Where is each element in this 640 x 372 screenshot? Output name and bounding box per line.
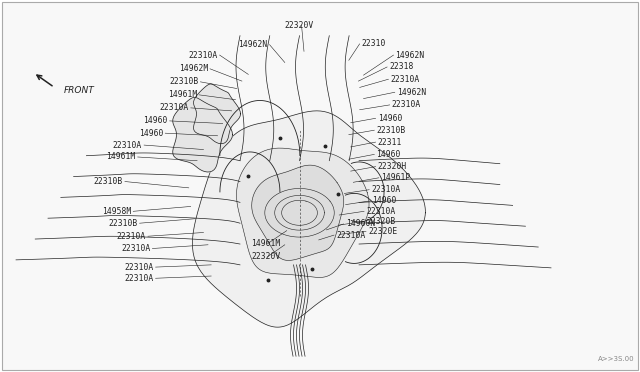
Text: 22310A: 22310A <box>188 51 218 60</box>
Text: 14961P: 14961P <box>381 173 410 182</box>
Text: 22320E: 22320E <box>368 227 397 236</box>
Polygon shape <box>193 111 426 327</box>
Text: 14960: 14960 <box>143 116 168 125</box>
Text: 14960: 14960 <box>376 150 401 159</box>
Text: 22310A: 22310A <box>116 232 146 241</box>
Text: 14961M: 14961M <box>251 239 280 248</box>
Text: 22310A: 22310A <box>113 141 142 150</box>
Text: 14961M: 14961M <box>106 153 136 161</box>
Text: 22320B: 22320B <box>366 217 396 226</box>
Text: 14962N: 14962N <box>397 88 426 97</box>
Text: 14960: 14960 <box>139 129 163 138</box>
Text: 22310A: 22310A <box>390 75 420 84</box>
Text: 14960N: 14960N <box>346 219 375 228</box>
Text: 22310A: 22310A <box>121 244 150 253</box>
Text: 22310A: 22310A <box>371 185 401 194</box>
Text: 14962N: 14962N <box>396 51 425 60</box>
Text: 22310A: 22310A <box>159 103 189 112</box>
Polygon shape <box>237 148 369 278</box>
Text: 14961M: 14961M <box>168 90 197 99</box>
Text: 22318: 22318 <box>389 62 413 71</box>
Polygon shape <box>173 97 232 172</box>
Text: 22310A: 22310A <box>392 100 421 109</box>
Text: 22310A: 22310A <box>124 263 154 272</box>
Polygon shape <box>193 84 241 144</box>
Text: 22320V: 22320V <box>251 252 280 261</box>
Text: 22310B: 22310B <box>108 219 138 228</box>
Text: 14960: 14960 <box>378 114 402 123</box>
Text: 22310: 22310 <box>362 39 386 48</box>
Text: 22310A: 22310A <box>124 274 154 283</box>
Text: 22310B: 22310B <box>93 177 123 186</box>
Text: 22310A: 22310A <box>366 207 396 216</box>
Text: 22310B: 22310B <box>376 126 406 135</box>
Text: 22310B: 22310B <box>169 77 198 86</box>
Text: 14960: 14960 <box>372 196 397 205</box>
Text: FRONT: FRONT <box>64 86 95 94</box>
Text: A>>3S.00: A>>3S.00 <box>598 356 635 362</box>
Text: 22310A: 22310A <box>336 231 365 240</box>
Text: 14958M: 14958M <box>102 207 131 216</box>
Polygon shape <box>252 165 344 260</box>
Text: 22320V: 22320V <box>285 21 314 30</box>
Text: 14962N: 14962N <box>238 40 268 49</box>
Text: 22320H: 22320H <box>378 162 407 171</box>
Text: 14962M: 14962M <box>179 64 208 73</box>
Text: 22311: 22311 <box>378 138 402 147</box>
